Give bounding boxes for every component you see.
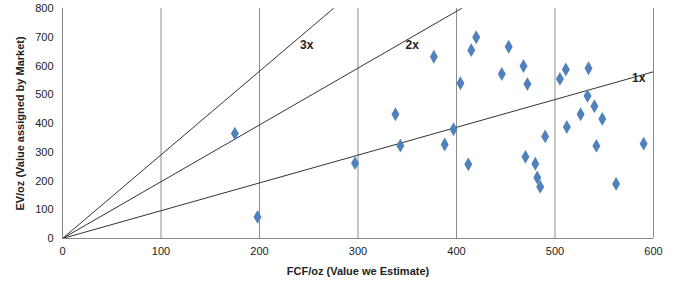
svg-text:200: 200 bbox=[35, 175, 53, 187]
svg-text:100: 100 bbox=[152, 245, 170, 257]
svg-text:EV/oz (Value assigned by Marke: EV/oz (Value assigned by Market) bbox=[14, 36, 26, 211]
svg-text:400: 400 bbox=[447, 245, 465, 257]
svg-text:700: 700 bbox=[35, 31, 53, 43]
svg-text:0: 0 bbox=[59, 245, 65, 257]
svg-text:400: 400 bbox=[35, 117, 53, 129]
svg-text:0: 0 bbox=[47, 232, 53, 244]
svg-text:3x: 3x bbox=[300, 38, 314, 52]
svg-text:200: 200 bbox=[250, 245, 268, 257]
svg-text:600: 600 bbox=[644, 245, 662, 257]
svg-text:100: 100 bbox=[35, 203, 53, 215]
svg-text:300: 300 bbox=[349, 245, 367, 257]
svg-text:500: 500 bbox=[35, 88, 53, 100]
svg-text:2x: 2x bbox=[406, 38, 420, 52]
svg-text:600: 600 bbox=[35, 60, 53, 72]
svg-text:500: 500 bbox=[546, 245, 564, 257]
svg-text:800: 800 bbox=[35, 2, 53, 14]
svg-text:1x: 1x bbox=[632, 71, 646, 85]
svg-text:300: 300 bbox=[35, 146, 53, 158]
svg-text:FCF/oz (Value we Estimate): FCF/oz (Value we Estimate) bbox=[287, 265, 430, 277]
